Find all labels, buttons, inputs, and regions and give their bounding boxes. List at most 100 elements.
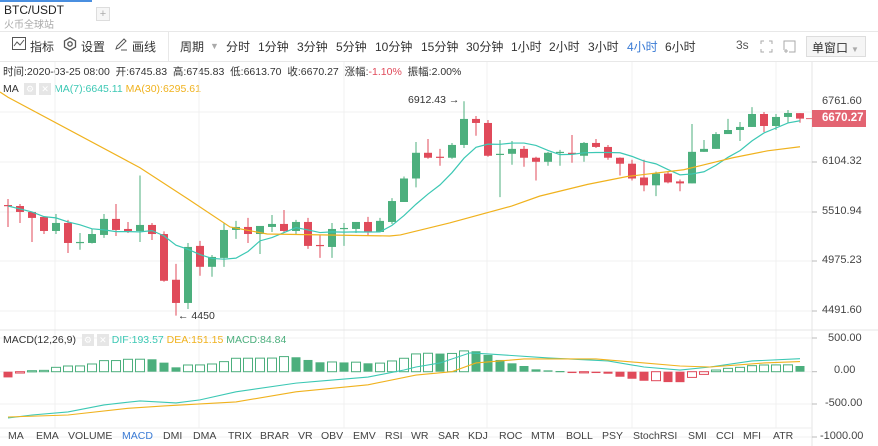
indicator-tab-trix[interactable]: TRIX [228,430,252,442]
arrow-left-icon: ← [178,310,189,322]
indicator-tab-ema[interactable]: EMA [36,430,59,442]
toolbar-separator [168,32,169,61]
open-value: 6745.83 [129,66,168,78]
macd-bar [267,357,277,373]
indicator-tab-atr[interactable]: ATR [773,430,794,442]
indicator-tab-boll[interactable]: BOLL [566,430,593,442]
macd-bar [375,362,385,373]
refresh-interval[interactable]: 3s [736,38,749,52]
macd-bar [279,356,289,373]
period-tab-active[interactable]: 4小时 [627,40,658,54]
candle-down [160,234,168,281]
current-price-label: 6670.27 [812,110,866,127]
macd-bar [219,361,229,373]
min-price-value: 4450 [191,310,215,322]
indicator-tab-brar[interactable]: BRAR [260,430,290,442]
indicator-tab-dmi[interactable]: DMI [163,430,183,442]
candle-up [208,256,216,267]
candle-down [592,142,600,147]
symbol-title[interactable]: BTC/USDT [4,3,64,17]
indicator-tab-dma[interactable]: DMA [193,430,217,442]
macd-bar [687,371,697,378]
candle-up [76,241,84,244]
caret-down-icon[interactable]: ▼ [210,41,219,51]
indicator-tab-ma[interactable]: MA [8,430,24,442]
candle-up [508,148,516,154]
indicator-tab-volume[interactable]: VOLUME [68,430,113,442]
period-tab[interactable]: 6小时 [665,40,696,54]
indicator-tab-cci[interactable]: CCI [716,430,735,442]
macd-bar [75,365,85,373]
macd-bar [27,370,37,373]
indicator-tab-emv[interactable]: EMV [353,430,376,442]
macd-bar [51,366,61,373]
macd-bar [675,371,685,383]
candle-up [400,178,408,202]
indicator-tab-kdj[interactable]: KDJ [468,430,488,442]
candle-up [580,142,588,156]
close-icon[interactable]: ✕ [39,83,52,96]
macd-bar [15,371,25,374]
period-tab[interactable]: 1分钟 [258,40,289,54]
period-tab[interactable]: 15分钟 [421,40,459,54]
line-chart-icon[interactable] [12,37,26,53]
candle-up [448,144,456,158]
indicator-tab-mfi[interactable]: MFI [743,430,762,442]
macd-bar [99,360,109,373]
indicator-tab-obv[interactable]: OBV [321,430,344,442]
indicator-tab-sar[interactable]: SAR [438,430,460,442]
high-value: 6745.83 [186,66,225,78]
macd-bar [39,369,49,373]
candle-down [316,244,324,247]
indicator-tab-macd[interactable]: MACD [122,430,153,442]
indicator-tab-vr[interactable]: VR [298,430,313,442]
period-tab[interactable]: 3分钟 [297,40,328,54]
period-tab[interactable]: 3小时 [588,40,619,54]
macd-bar [387,360,397,373]
candle-up [652,173,660,186]
indicator-tab-rsi[interactable]: RSI [385,430,403,442]
candle-down [640,177,648,186]
gear-icon[interactable]: ⚙ [24,83,37,96]
indicator-tab-smi[interactable]: SMI [688,430,707,442]
period-tab[interactable]: 10分钟 [375,40,413,54]
new-window-icon[interactable] [783,40,796,57]
macd-bar [147,359,157,372]
draw-button[interactable]: 画线 [132,40,157,54]
window-mode-select[interactable]: 单窗口 ▼ [806,36,866,57]
macd-bar [243,357,253,373]
macd-bar [207,363,217,373]
period-tab[interactable]: 1小时 [511,40,542,54]
macd-tick: 0.00 [834,364,856,376]
indicator-tab-mtm[interactable]: MTM [531,430,555,442]
candle-down [280,223,288,231]
candle-down [472,118,480,123]
min-price-annotation: ← 4450 [178,310,215,322]
indicator-tab-wr[interactable]: WR [411,430,429,442]
macd-bar [651,371,661,382]
candle-up [292,221,300,231]
add-tab-button[interactable]: + [96,7,110,21]
period-tab[interactable]: 分时 [226,40,251,54]
divider [0,31,878,32]
period-tab[interactable]: 5分钟 [336,40,367,54]
fullscreen-icon[interactable] [760,40,773,56]
time-label: 时间: [3,66,27,78]
macd-bar [735,366,745,373]
gear-icon[interactable]: ⚙ [81,334,94,347]
macd-tick: 500.00 [828,332,862,344]
period-dropdown[interactable]: 周期 [180,40,205,54]
candle-down [424,152,432,158]
settings-button[interactable]: 设置 [81,40,106,54]
period-tab[interactable]: 30分钟 [466,40,504,54]
macd-bar [555,371,565,373]
indicator-tab-stochrsi[interactable]: StochRSI [633,430,678,442]
pencil-icon[interactable] [114,37,128,54]
period-tab[interactable]: 2小时 [549,40,580,54]
indicators-button[interactable]: 指标 [30,40,55,54]
close-icon[interactable]: ✕ [96,334,109,347]
gear-hexagon-icon[interactable] [63,37,77,54]
indicator-tab-roc[interactable]: ROC [499,430,523,442]
indicator-tab-psy[interactable]: PSY [602,430,624,442]
